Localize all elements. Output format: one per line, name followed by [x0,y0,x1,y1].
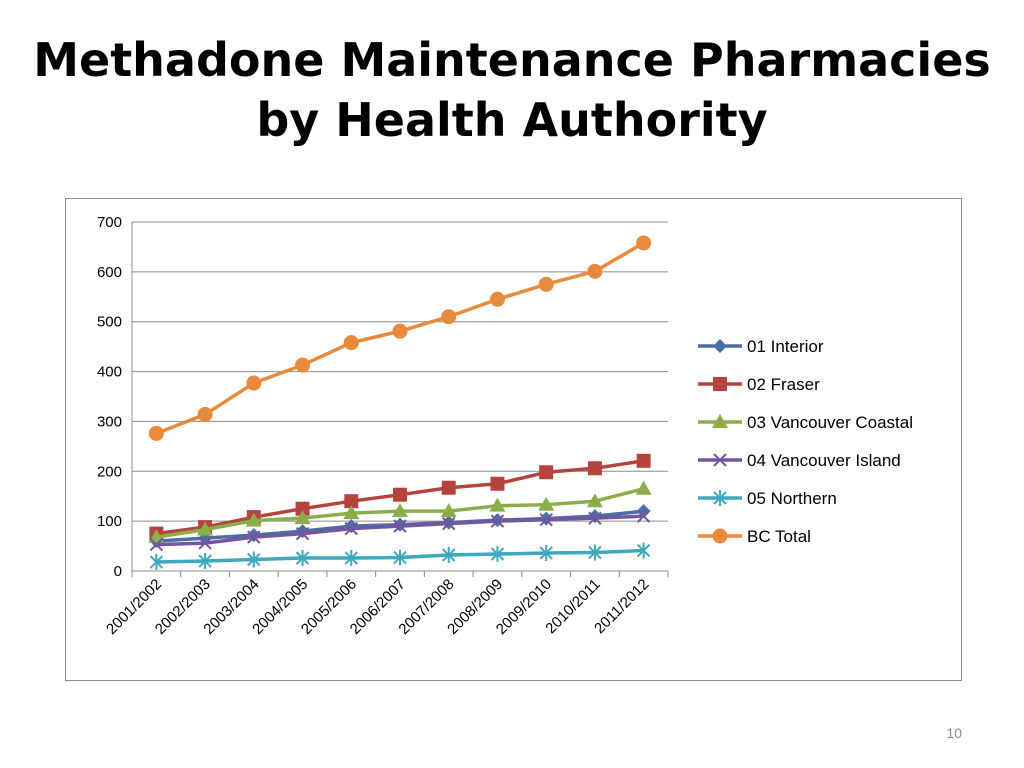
data-point [343,505,360,520]
slide-title-line-1: Methadone Maintenance Pharmacies [33,33,991,87]
legend-item: 02 Fraser [698,375,820,394]
data-point [586,493,603,508]
data-point [344,494,359,509]
data-point [489,291,505,307]
data-point [148,425,164,441]
legend: 01 Interior 02 Fraser 03 Vancouver Coastal… [698,337,913,546]
data-point [393,549,407,566]
y-tick-label: 200 [97,463,122,480]
data-point [295,501,310,516]
data-point [489,497,506,512]
data-point [588,511,602,525]
legend-item: 04 Vancouver Island [698,451,901,470]
data-point [636,235,652,251]
chart-frame: 0 100 200 300 400 500 600 700 2001/2002 2002/200… [65,198,962,681]
data-point [392,323,408,339]
data-point [149,537,164,552]
data-point [539,545,553,562]
legend-item: 05 Northern [698,489,837,508]
data-point [442,547,456,564]
series-5 [149,542,651,571]
y-tick-label: 700 [97,214,122,231]
legend-label: 01 Interior [747,337,824,356]
data-point [539,465,554,480]
y-tick-label: 400 [97,364,122,381]
line-chart: 0 100 200 300 400 500 600 700 2001/20022002/200… [97,214,913,638]
data-point [636,542,651,559]
axes [131,222,669,577]
data-point [343,335,359,351]
legend-marker [712,414,728,428]
y-axis-tick-labels: 0 100 200 300 400 500 600 700 [97,214,122,580]
legend-marker [713,339,727,353]
legend-label: 02 Fraser [747,375,820,394]
data-point [490,546,505,563]
data-point [295,550,310,567]
y-tick-label: 500 [97,314,122,331]
data-point [440,503,457,518]
data-point [197,406,213,422]
series-lines [148,235,652,571]
data-point [247,530,261,544]
data-point [490,514,505,528]
data-point [247,551,261,568]
data-point [246,375,262,391]
legend-label: 05 Northern [747,489,837,508]
y-tick-label: 100 [97,513,122,530]
y-tick-label: 0 [114,563,122,580]
series-6 [148,235,652,441]
y-tick-label: 600 [97,264,122,281]
data-point [490,476,505,491]
data-point [587,461,602,476]
data-point [587,263,603,279]
legend-item: 01 Interior [698,337,824,356]
legend-item: BC Total [698,527,811,546]
data-point [441,480,456,495]
data-point [198,536,212,550]
data-point [344,550,358,567]
data-point [441,309,457,325]
data-point [198,553,212,570]
data-point [344,521,358,536]
data-point [245,512,262,527]
slide-title: Methadone Maintenance Pharmacies by Heal… [0,30,1024,150]
data-point [197,521,214,536]
data-point [295,524,310,539]
series-4 [149,509,651,552]
slide-title-line-2: by Health Authority [256,93,768,147]
y-tick-label: 300 [97,413,122,430]
data-point [588,544,602,561]
data-point [393,519,407,533]
legend-marker [713,490,727,506]
legend-label: 04 Vancouver Island [747,451,901,470]
page-number: 10 [946,725,962,741]
legend-marker [713,377,727,391]
legend-marker [713,453,727,467]
data-point [442,516,456,531]
data-point [539,512,553,527]
data-point [295,357,311,373]
data-point [635,480,652,495]
data-point [392,503,408,518]
data-point [538,276,554,292]
legend-marker [712,528,728,544]
data-point [149,554,164,571]
data-point [636,509,651,523]
data-point [295,526,310,541]
x-axis-tick-labels: 2001/20022002/20032003/20042004/20052005… [103,576,652,638]
data-point [538,496,555,511]
data-point [393,487,407,502]
legend-label: BC Total [747,527,811,546]
series-3 [148,480,652,544]
gridlines [132,221,668,522]
legend-item: 03 Vancouver Coastal [698,413,913,432]
data-point [636,453,651,468]
data-point [294,510,311,525]
legend-label: 03 Vancouver Coastal [747,413,913,432]
